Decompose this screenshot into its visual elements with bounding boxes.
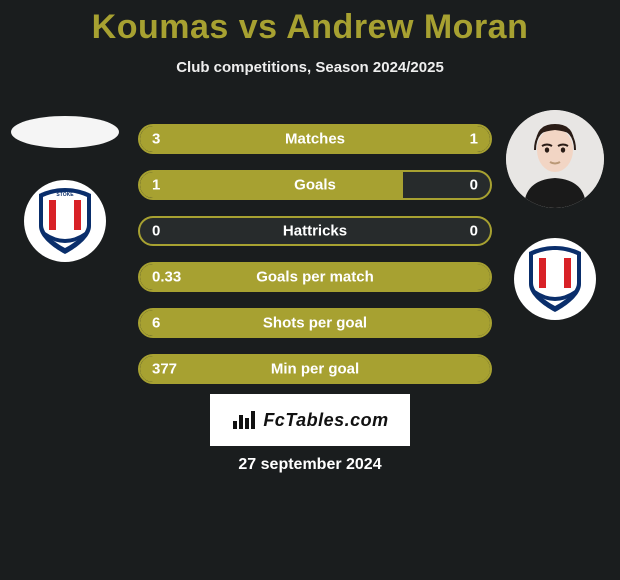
brand-logo-icon: [231, 409, 257, 431]
brand-text: FcTables.com: [263, 410, 388, 431]
stat-row: Goals 1 0: [138, 170, 492, 200]
stat-value-right: 0: [470, 223, 478, 240]
stoke-badge-icon: [525, 244, 585, 314]
stat-bars: Matches 3 1 Goals 1 0 Hattricks 0 0 Goals per mat…: [138, 124, 492, 400]
page-subtitle: Club competitions, Season 2024/2025: [0, 59, 620, 76]
stat-label: Hattricks: [283, 223, 347, 240]
player-left-column: STOKE: [10, 110, 120, 262]
stat-label: Goals: [294, 177, 336, 194]
page-title: Koumas vs Andrew Moran: [0, 0, 620, 47]
player-left-club-badge: STOKE: [24, 180, 106, 262]
stat-fill-left: [140, 126, 403, 152]
stat-value-right: 1: [470, 131, 478, 148]
player-left-photo-placeholder: [11, 116, 119, 148]
player-avatar-icon: [506, 110, 604, 208]
stoke-badge-icon: STOKE: [35, 186, 95, 256]
player-right-photo: [506, 110, 604, 208]
player-right-club-badge: [514, 238, 596, 320]
stat-value-left: 0.33: [152, 269, 181, 286]
stat-value-left: 3: [152, 131, 160, 148]
stat-value-left: 0: [152, 223, 160, 240]
stat-row: Goals per match 0.33: [138, 262, 492, 292]
stat-value-left: 1: [152, 177, 160, 194]
player-right-column: [500, 110, 610, 320]
badge-top-text: STOKE: [56, 192, 74, 198]
stat-label: Goals per match: [256, 269, 374, 286]
stat-value-left: 6: [152, 315, 160, 332]
stat-row: Matches 3 1: [138, 124, 492, 154]
brand-badge[interactable]: FcTables.com: [210, 394, 410, 446]
footer-date: 27 september 2024: [238, 456, 381, 474]
stat-value-left: 377: [152, 361, 177, 378]
stat-row: Shots per goal 6: [138, 308, 492, 338]
stat-row: Hattricks 0 0: [138, 216, 492, 246]
stat-fill-left: [140, 172, 403, 198]
stat-label: Min per goal: [271, 361, 359, 378]
stat-label: Shots per goal: [263, 315, 367, 332]
stat-row: Min per goal 377: [138, 354, 492, 384]
stat-value-right: 0: [470, 177, 478, 194]
stat-label: Matches: [285, 131, 345, 148]
